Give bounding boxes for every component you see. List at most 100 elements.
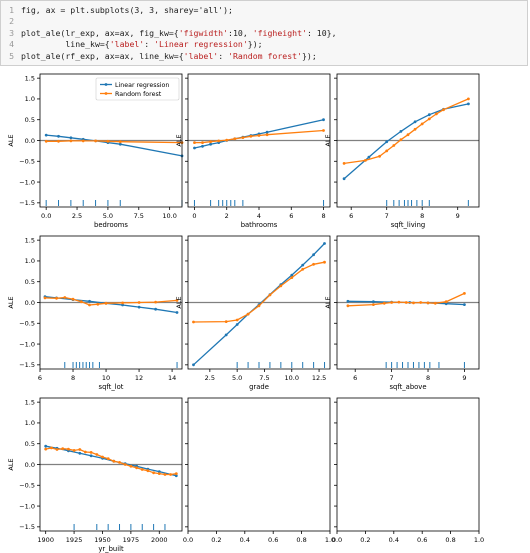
y-tick-label: 1.5 <box>25 74 35 82</box>
ale-figure: 0.0 2.5 5.0 7.5 10.0 −1.5 −1.0 −0.5 0.0 0.5 1.0 1.5… <box>7 73 484 553</box>
data-point <box>67 447 70 451</box>
data-point <box>217 139 221 143</box>
x-tick-label: 1900 <box>37 536 54 544</box>
x-tick-label: 12 <box>135 374 143 382</box>
x-tick-label: 2 <box>225 212 229 220</box>
data-point <box>224 320 228 323</box>
data-point <box>146 469 150 473</box>
data-point <box>397 300 401 304</box>
data-point <box>118 461 121 464</box>
x-axis-label: sqft_lot <box>99 383 124 391</box>
data-point <box>346 299 350 303</box>
y-tick-label: 1.0 <box>25 257 35 265</box>
y-axis-label: ALE <box>7 296 15 308</box>
data-point <box>257 304 261 308</box>
x-tick-label: 6 <box>353 374 357 382</box>
data-point <box>372 303 375 306</box>
ale-subplot-bathrooms: 0 2 4 6 8 bathrooms ALE <box>175 73 331 229</box>
data-point <box>192 363 195 367</box>
string-literal: 'figwidth' <box>178 27 229 38</box>
x-tick-label: 12.5 <box>312 374 326 382</box>
x-tick-label: 6 <box>349 212 353 220</box>
ale-subplot-bedrooms: 0.0 2.5 5.0 7.5 10.0 −1.5 −1.0 −0.5 0.0 0.5 1.0 1.5… <box>7 73 184 229</box>
ale-subplot-grade: 2.5 5.0 7.5 10.0 12.5 grade ALE <box>175 235 331 391</box>
data-point <box>81 139 85 143</box>
data-point <box>463 303 466 306</box>
data-point <box>433 301 437 305</box>
data-point <box>84 450 87 454</box>
series-line-random-forest <box>193 261 325 323</box>
y-tick-label: −0.5 <box>19 482 35 490</box>
x-tick-label: 7 <box>385 212 389 220</box>
y-tick-label: 1.5 <box>25 236 35 244</box>
y-axis-label: ALE <box>175 296 183 308</box>
x-tick-label: 8 <box>420 212 424 220</box>
code-cell[interactable]: 1 fig, ax = plt.subplots(3, 3, sharey='al… <box>0 0 528 66</box>
y-tick-label: −1.0 <box>19 340 35 348</box>
x-tick-label: 1.0 <box>325 536 335 544</box>
y-axis-label: ALE <box>324 134 332 146</box>
data-point <box>378 154 381 158</box>
data-point <box>235 318 239 322</box>
x-tick-label: 8 <box>71 374 75 382</box>
data-point <box>63 296 67 299</box>
data-point <box>290 273 294 277</box>
data-point <box>444 302 448 306</box>
data-point <box>209 140 213 144</box>
y-axis-label: ALE <box>175 134 183 146</box>
y-tick-label: −1.5 <box>19 199 35 207</box>
data-point <box>342 177 346 181</box>
legend-box <box>95 77 180 101</box>
x-tick-label: 6 <box>289 212 293 220</box>
data-point <box>69 136 73 140</box>
data-point <box>154 307 158 311</box>
data-point <box>224 333 228 337</box>
y-tick-label: 0.0 <box>25 461 35 469</box>
code-token: : 10}, <box>306 27 337 38</box>
data-point <box>137 301 141 304</box>
string-literal: 'figheight' <box>252 27 307 38</box>
x-tick-label: 6 <box>38 374 42 382</box>
x-axis-label: grade <box>249 383 269 391</box>
data-point <box>44 444 48 448</box>
x-tick-label: 0.6 <box>417 536 427 544</box>
code-token: : <box>218 50 229 61</box>
x-axis-label: bathrooms <box>241 221 278 229</box>
data-point <box>50 446 53 450</box>
y-axis-label: ALE <box>324 296 332 308</box>
data-point <box>268 293 272 297</box>
code-text: plot_ale(lr_exp, ax=ax, fig_kw={'figwidt… <box>21 28 337 39</box>
ale-subplot-yr_built: 1900 1925 1950 1975 2000 −1.5 −1.0 −0.5 0.0 0.5 1.… <box>7 397 183 553</box>
data-point <box>201 141 204 144</box>
line-number: 4 <box>9 39 14 50</box>
axes-frame <box>336 397 480 532</box>
y-tick-label: −1.5 <box>19 523 35 531</box>
y-tick-label: −0.5 <box>19 320 35 328</box>
x-tick-label: 10.0 <box>285 374 299 382</box>
data-point <box>364 159 367 162</box>
code-token: plot_ale(rf_exp, ax=ax, line_kw={ <box>21 50 184 61</box>
data-point <box>140 468 144 471</box>
data-point <box>367 155 371 159</box>
data-point <box>426 301 430 305</box>
code-token: }); <box>247 39 263 50</box>
x-tick-label: 8 <box>321 212 325 220</box>
x-tick-label: 7.5 <box>134 212 144 220</box>
x-tick-label: 1.0 <box>474 536 484 544</box>
line-number: 2 <box>9 16 14 27</box>
data-point <box>346 304 350 308</box>
data-point <box>55 296 58 300</box>
y-tick-label: 1.0 <box>25 95 35 103</box>
data-point <box>106 139 110 143</box>
x-tick-label: 5.0 <box>232 374 242 382</box>
data-point <box>123 463 127 466</box>
data-point <box>69 139 73 143</box>
data-point <box>382 301 386 305</box>
code-text: line_kw={'label': 'Linear regression'}); <box>21 39 263 50</box>
axes-frame <box>187 397 331 532</box>
y-tick-label: 0.0 <box>25 137 35 145</box>
data-point <box>118 140 122 144</box>
code-token: fig, ax = plt.subplots(3, 3, sharey='all… <box>21 5 233 15</box>
data-point <box>322 118 325 122</box>
data-point <box>467 97 470 101</box>
